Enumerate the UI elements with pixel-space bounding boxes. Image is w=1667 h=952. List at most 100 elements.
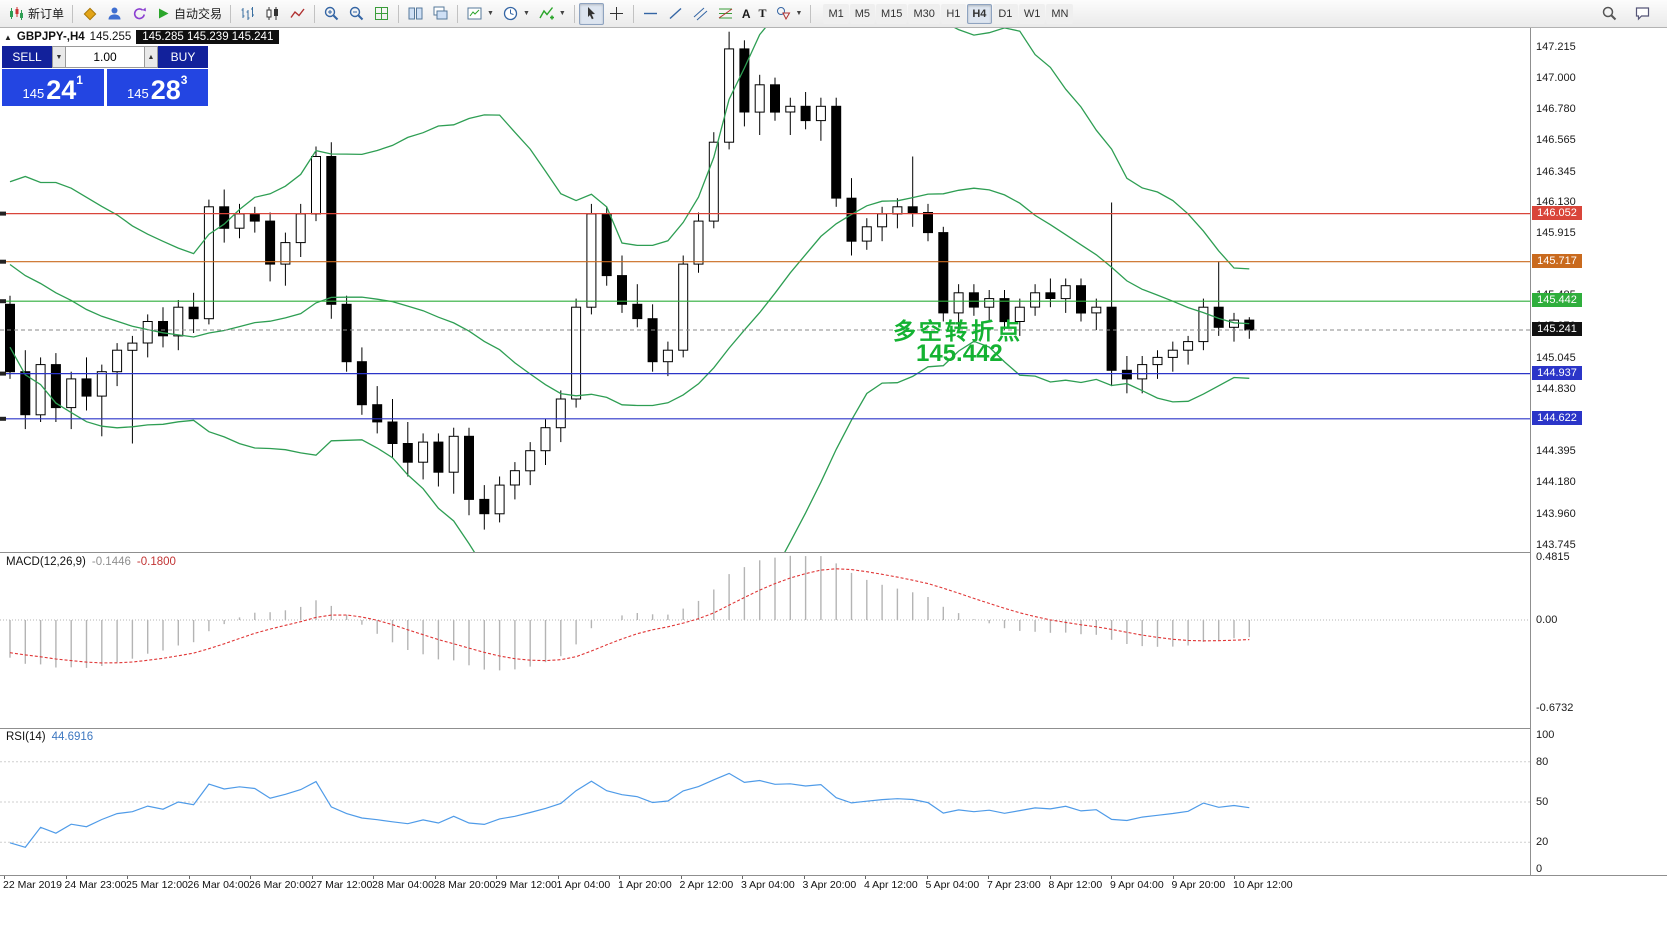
volume-decrease-button[interactable]: ▼	[52, 46, 66, 68]
profiles-button[interactable]	[102, 3, 127, 25]
time-label: 26 Mar 20:00	[249, 879, 311, 891]
sell-price-base: 145	[22, 86, 45, 101]
chevron-down-icon: ▼	[558, 10, 566, 17]
periods-button[interactable]: ▼	[498, 3, 534, 25]
sell-price-button[interactable]: 145 24 1	[2, 69, 104, 106]
chat-button[interactable]	[1630, 3, 1655, 25]
timeframe-H4[interactable]: H4	[966, 3, 992, 24]
time-label: 24 Mar 23:00	[64, 879, 127, 891]
annotation-text: 多空转折点	[893, 318, 1023, 344]
price-scale-border[interactable]	[1530, 28, 1531, 875]
price-label: 144.830	[1536, 382, 1576, 395]
buy-button[interactable]: BUY	[158, 46, 208, 68]
volume-input[interactable]: 1.00	[66, 46, 144, 68]
zoom-out-icon	[348, 5, 365, 22]
zoom-in-button[interactable]	[319, 3, 344, 25]
price-scale[interactable]: 147.215 147.000 146.780 146.565 146.345 146.1…	[1531, 28, 1667, 875]
text-tool-button[interactable]: A	[738, 3, 755, 25]
refresh-button[interactable]	[127, 3, 152, 25]
rsi-label: RSI(14)	[6, 731, 46, 743]
timeframe-W1[interactable]: W1	[1018, 3, 1046, 24]
label-tool-button[interactable]: T	[755, 3, 771, 25]
new-order-label: 新订单	[28, 7, 65, 21]
toolbar-separator	[457, 4, 459, 23]
timeframe-M1[interactable]: M1	[823, 3, 849, 24]
timeframe-M15[interactable]: M15	[876, 3, 908, 24]
time-label: 27 Mar 12:00	[310, 879, 373, 891]
cascade-windows-button[interactable]	[428, 3, 453, 25]
collapse-panel-icon[interactable]: ▲	[4, 32, 12, 42]
sell-price-frac: 1	[76, 73, 83, 87]
bb-lower	[9, 340, 1250, 552]
cursor-tool-button[interactable]	[578, 2, 604, 25]
pane-separator[interactable]	[0, 728, 1530, 729]
main-chart[interactable]	[0, 28, 1530, 552]
pane-separator[interactable]	[0, 552, 1530, 553]
autotrading-button[interactable]: 自动交易	[152, 3, 226, 25]
one-click-trading-panel: SELL ▼ 1.00 ▲ BUY 145 24 1 145 28 3	[2, 46, 208, 106]
macd-scale-label: -0.6732	[1536, 701, 1574, 714]
clock-icon	[502, 5, 519, 22]
time-label: 2 Apr 12:00	[679, 879, 734, 891]
time-tick	[311, 876, 313, 879]
search-button[interactable]	[1597, 3, 1622, 25]
price-label: 145.045	[1536, 352, 1576, 365]
buy-price-button[interactable]: 145 28 3	[106, 69, 208, 106]
macd-scale-label: 0.00	[1536, 614, 1558, 626]
channel-tool-button[interactable]	[688, 3, 713, 25]
price-badge-146.052: 146.052	[1532, 205, 1582, 220]
fibonacci-tool-button[interactable]	[713, 3, 738, 25]
rsi-pane[interactable]	[0, 728, 1530, 875]
autotrading-label: 自动交易	[174, 7, 223, 21]
hline-anchor	[0, 416, 6, 421]
toolbar-separator	[573, 4, 575, 23]
timeframe-H1[interactable]: H1	[940, 3, 966, 24]
price-label: 146.130	[1536, 196, 1576, 209]
volume-increase-button[interactable]: ▲	[144, 46, 158, 68]
trendline-tool-button[interactable]	[663, 3, 688, 25]
time-axis[interactable]: 22 Mar 2019 24 Mar 23:00 25 Mar 12:00 26 Ma…	[0, 876, 1667, 894]
price-badge-145.442: 145.442	[1532, 293, 1582, 308]
macd-histogram	[9, 555, 1251, 671]
rsi-line	[9, 772, 1250, 848]
time-label: 28 Mar 20:00	[433, 879, 496, 891]
horizontal-line-icon	[642, 5, 659, 22]
open-value: 145.255	[89, 31, 132, 43]
timeframe-D1[interactable]: D1	[992, 3, 1018, 24]
new-order-button[interactable]: 新订单	[4, 3, 68, 25]
line-chart-mode-button[interactable]	[285, 3, 310, 25]
price-label: 146.565	[1536, 134, 1576, 147]
crosshair-tool-button[interactable]	[604, 3, 629, 25]
grid-icon	[373, 5, 390, 22]
new-chart-button[interactable]: ▼	[462, 3, 498, 25]
time-label: 10 Apr 12:00	[1233, 879, 1293, 891]
mql5-button[interactable]	[77, 3, 102, 25]
timeframe-MN[interactable]: MN	[1046, 3, 1074, 24]
grid-button[interactable]	[369, 3, 394, 25]
time-label: 7 Apr 23:00	[987, 879, 1041, 891]
price-badge-145.717: 145.717	[1532, 253, 1582, 268]
time-label: 3 Apr 04:00	[741, 879, 795, 891]
macd-label-row: MACD(12,26,9) -0.1446 -0.1800	[6, 556, 176, 568]
sell-button[interactable]: SELL	[2, 46, 52, 68]
time-label: 3 Apr 20:00	[802, 879, 857, 891]
tile-windows-button[interactable]	[403, 3, 428, 25]
timeframe-M30[interactable]: M30	[908, 3, 940, 24]
channel-icon	[692, 5, 709, 22]
macd-label: MACD(12,26,9)	[6, 556, 86, 568]
macd-signal-line	[9, 568, 1250, 664]
bar-chart-mode-button[interactable]	[235, 3, 260, 25]
timeframe-M5[interactable]: M5	[849, 3, 876, 24]
zoom-out-button[interactable]	[344, 3, 369, 25]
time-tick	[742, 876, 743, 879]
macd-pane[interactable]	[0, 552, 1530, 728]
rsi-label-row: RSI(14) 44.6916	[6, 731, 93, 743]
indicators-button[interactable]: ▼	[534, 3, 570, 25]
hline-tool-button[interactable]	[638, 3, 663, 25]
cascade-windows-icon	[432, 5, 449, 22]
candlestick-mode-button[interactable]	[260, 3, 285, 25]
toolbar-separator	[230, 4, 232, 23]
shapes-tool-button[interactable]: ▼	[771, 3, 807, 25]
hline-anchor	[0, 299, 6, 304]
time-tick	[619, 876, 620, 879]
